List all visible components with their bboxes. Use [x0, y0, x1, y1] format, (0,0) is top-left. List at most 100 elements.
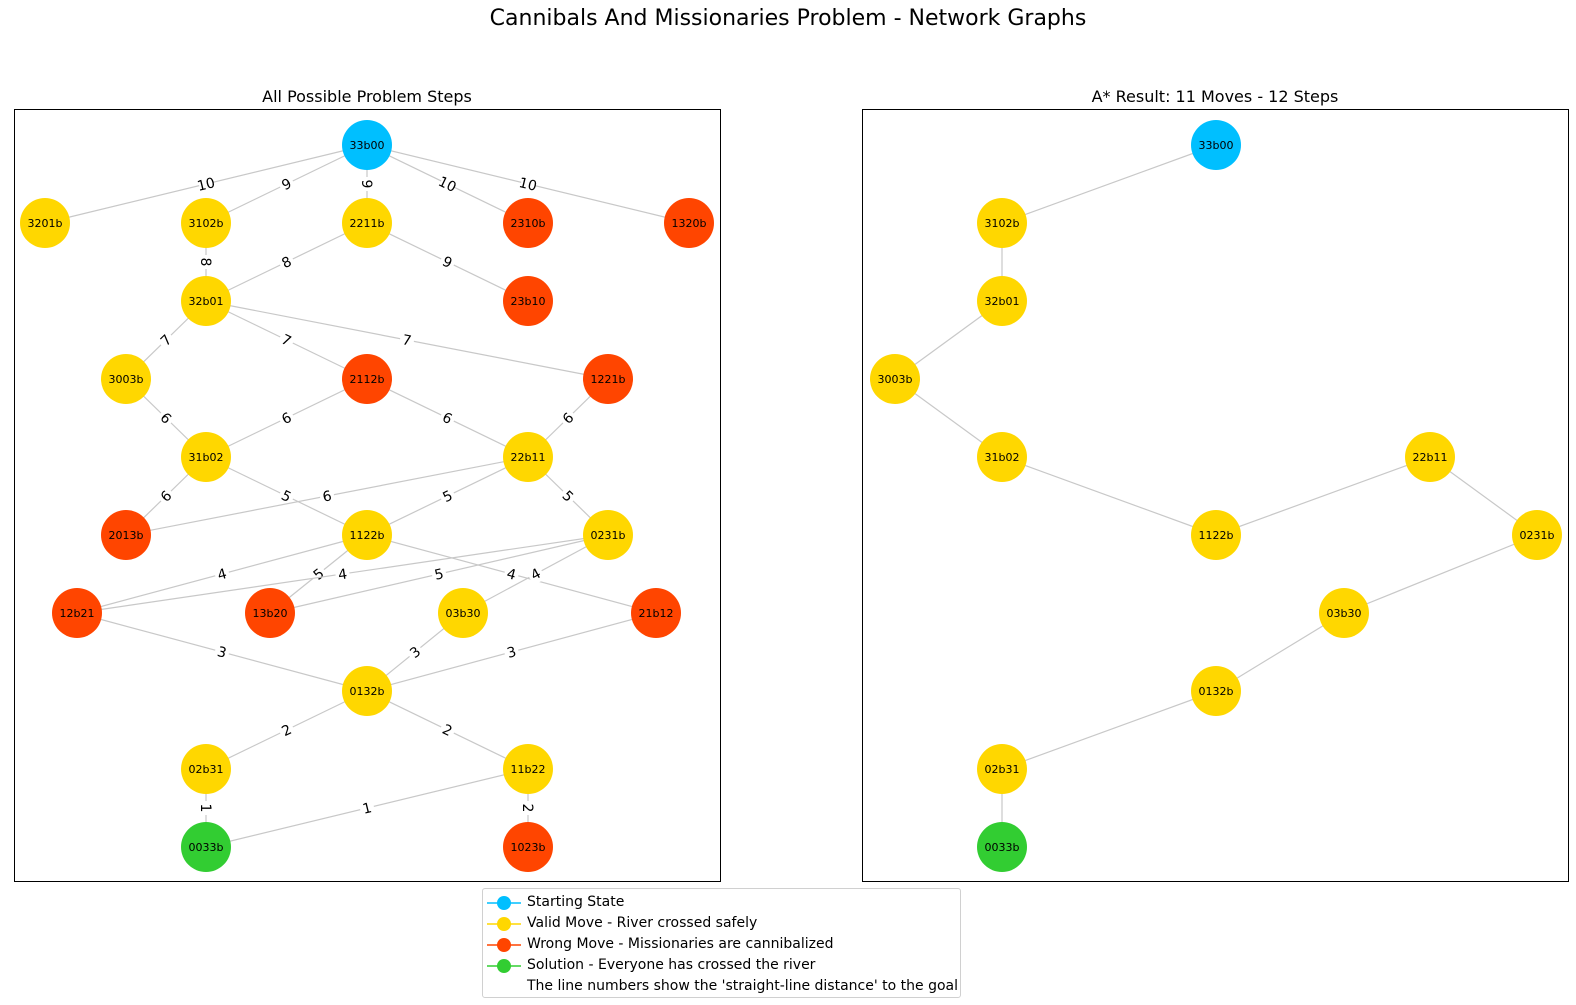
legend-marker: [487, 959, 521, 973]
left-edge-label-group: 6: [318, 485, 336, 507]
legend: Starting State Valid Move - River crossed…: [482, 888, 961, 998]
left-node-label: 11b22: [511, 763, 546, 776]
left-node-circle: [181, 276, 231, 326]
right-panel-frame: [862, 109, 1569, 882]
left-node-label: 1320b: [672, 217, 707, 230]
right-edge: [1001, 456, 1217, 536]
left-node-label: 0132b: [350, 685, 385, 698]
left-node: 0132b: [342, 666, 392, 716]
left-edge: 6: [366, 378, 529, 458]
right-node: 0231b: [1512, 510, 1562, 560]
left-node-circle: [503, 276, 553, 326]
left-edge-label: 2: [519, 804, 535, 813]
left-node: 2013b: [101, 510, 151, 560]
left-edge-label-bg: [212, 641, 232, 663]
left-node: 3003b: [101, 354, 151, 404]
right-node: 0033b: [977, 822, 1027, 872]
left-edge-label: 7: [158, 332, 176, 350]
right-node: 3003b: [870, 354, 920, 404]
left-node-circle: [438, 588, 488, 638]
left-edge-label: 4: [505, 566, 518, 584]
left-edge: 2: [205, 690, 368, 770]
left-edge-label-group: 9: [437, 250, 458, 274]
left-node-circle: [181, 822, 231, 872]
left-edge-label: 10: [436, 174, 459, 196]
right-node-circle: [1512, 510, 1562, 560]
left-edge-label-group: 9: [276, 172, 297, 196]
legend-label: Starting State: [527, 894, 625, 910]
left-edge-label: 6: [157, 410, 175, 428]
left-edge-label: 10: [517, 175, 538, 195]
right-node-label: 0231b: [1520, 529, 1555, 542]
left-node-label: 2211b: [350, 217, 385, 230]
legend-marker: [487, 896, 521, 910]
left-graph-nodes: 33b00 3201b 3102b 2211b 2310b 1320b 32b01 23b10…: [20, 120, 714, 872]
left-node-circle: [245, 588, 295, 638]
left-node: 22b11: [503, 432, 553, 482]
left-edge-label-bg: [437, 484, 458, 508]
right-edge-line: [1001, 456, 1217, 536]
legend-marker: [487, 938, 521, 952]
right-node-circle: [1191, 666, 1241, 716]
right-edge-line: [1343, 534, 1538, 614]
right-node: 02b31: [977, 744, 1027, 794]
left-edge-label-group: 2: [437, 718, 458, 742]
right-node-label: 02b31: [985, 763, 1020, 776]
right-node: 22b11: [1405, 432, 1455, 482]
left-edge-label-group: 6: [154, 484, 178, 508]
right-node-label: 0132b: [1199, 685, 1234, 698]
left-edge-label-bg: [318, 485, 336, 507]
right-node: 33b00: [1191, 120, 1241, 170]
left-edge-label-group: 10: [196, 173, 217, 195]
left-edge: 4: [76, 534, 609, 614]
left-edge-label-bg: [556, 484, 580, 508]
left-node-label: 3102b: [189, 217, 224, 230]
left-node: 13b20: [245, 588, 295, 638]
legend-label: Wrong Move - Missionaries are cannibaliz…: [527, 936, 834, 952]
left-edge-label: 5: [559, 488, 577, 506]
right-edge-line: [1001, 144, 1217, 224]
right-node-label: 22b11: [1413, 451, 1448, 464]
left-node-label: 3003b: [109, 373, 144, 386]
left-node: 3201b: [20, 198, 70, 248]
left-edge-label-group: 5: [307, 562, 330, 586]
left-edge: 6: [125, 456, 529, 536]
left-edge: 3: [366, 612, 657, 692]
left-node-circle: [52, 588, 102, 638]
left-node-circle: [664, 198, 714, 248]
left-edge-label-bg: [430, 563, 448, 585]
right-node: 0132b: [1191, 666, 1241, 716]
left-edge-label-bg: [437, 250, 458, 274]
left-node-circle: [101, 354, 151, 404]
left-edge-label-group: 3: [502, 641, 521, 663]
left-edge-label-bg: [398, 329, 416, 351]
left-node: 0033b: [181, 822, 231, 872]
left-node-label: 02b31: [189, 763, 224, 776]
right-edge-line: [1215, 456, 1431, 536]
left-edge-label-bg: [197, 173, 215, 195]
right-edge: [1215, 456, 1431, 536]
right-graph-nodes: 33b00 3102b 32b01 3003b 31b02 1122b 22b11 0231b…: [870, 120, 1562, 872]
right-node-label: 33b00: [1199, 139, 1234, 152]
right-node: 32b01: [977, 276, 1027, 326]
legend-entry: Solution - Everyone has crossed the rive…: [483, 956, 960, 976]
left-node-label: 23b10: [511, 295, 546, 308]
left-edge-label-group: 3: [212, 641, 232, 663]
left-edge-label-bg: [197, 801, 215, 815]
right-node-circle: [1191, 510, 1241, 560]
left-edge-label-bg: [276, 484, 297, 508]
left-node-label: 33b00: [350, 139, 385, 152]
left-node-circle: [503, 432, 553, 482]
left-panel-frame: [14, 109, 721, 882]
left-edge-label-bg: [276, 328, 297, 352]
left-node-circle: [503, 822, 553, 872]
left-edge-label: 9: [358, 180, 374, 189]
left-edge-label-bg: [437, 718, 458, 742]
left-node: 1221b: [583, 354, 633, 404]
left-node-label: 13b20: [253, 607, 288, 620]
left-node: 03b30: [438, 588, 488, 638]
left-node-label: 22b11: [511, 451, 546, 464]
left-edge-label: 4: [216, 566, 229, 584]
left-edge: 4: [462, 534, 609, 614]
